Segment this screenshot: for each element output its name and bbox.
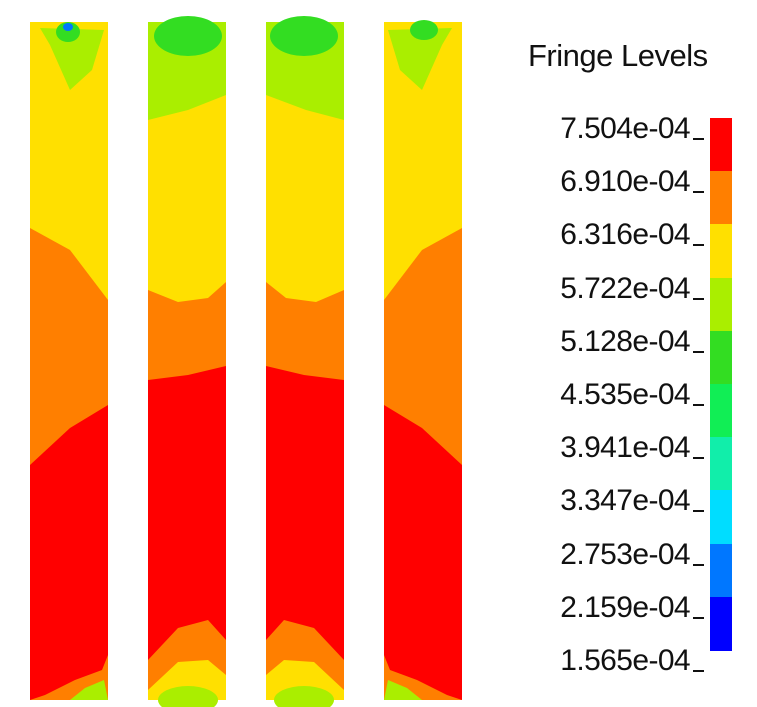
legend-swatch [710,277,732,332]
legend-swatch [710,596,732,651]
legend-tick [693,563,704,566]
legend-tick [693,616,704,619]
panel-region-lime [70,680,108,700]
legend-level-label: 2.753e-04 [560,537,690,571]
legend-level-label: 5.128e-04 [560,324,690,358]
legend-tick [693,457,704,460]
legend-tick [693,350,704,353]
panel-region-blue [63,23,73,31]
panel-region-lime [40,28,104,90]
legend-level-label: 5.722e-04 [560,271,690,305]
panel-region-green [270,16,338,56]
panel-region-lime [158,686,218,707]
panel-region-green [154,16,222,56]
legend-swatch [710,330,732,385]
legend-tick [693,244,704,247]
legend-swatch [710,437,732,491]
legend-swatch [710,171,732,225]
legend-level-label: 2.159e-04 [560,590,690,624]
legend-level-label: 3.347e-04 [560,484,690,518]
legend-title: Fringe Levels [528,38,708,73]
legend-swatch [710,543,732,598]
panel-region-green [56,22,80,42]
panel-region-red [266,366,344,700]
legend-swatch [710,490,732,545]
panel-region-red [384,405,462,700]
legend-level-label: 1.565e-04 [560,644,690,677]
panel-region-red [148,366,226,700]
legend-level-label: 7.504e-04 [560,112,690,145]
legend-tick [693,138,704,140]
legend-swatch [710,384,732,438]
legend-tick [693,670,704,672]
legend-tick [693,297,704,300]
legend-level-label: 3.941e-04 [560,431,690,465]
legend-level-label: 6.316e-04 [560,218,690,252]
legend-level-label: 4.535e-04 [560,378,690,411]
legend-tick [693,404,704,406]
panel-region-lime [384,680,422,700]
legend-tick [693,510,704,513]
legend-swatch [710,224,732,279]
legend-swatch [710,118,732,172]
panel-region-red [30,405,108,700]
legend-tick [693,191,704,194]
panel-region-green [410,20,438,40]
legend-level-label: 6.910e-04 [560,165,690,199]
panel-region-lime [388,28,452,90]
panel-region-lime [274,686,334,707]
